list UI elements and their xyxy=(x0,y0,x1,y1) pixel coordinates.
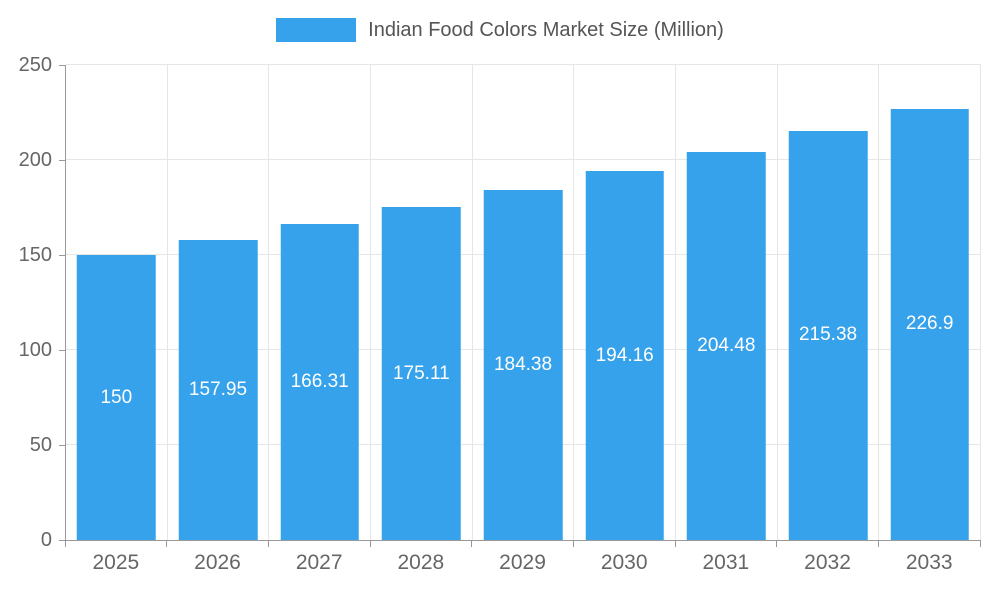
x-tick-mark xyxy=(267,541,269,547)
y-tick-label: 0 xyxy=(40,529,52,551)
y-tick-label: 100 xyxy=(18,339,52,361)
y-tick-label: 200 xyxy=(18,149,52,171)
bar-2025[interactable]: 150 xyxy=(77,255,156,540)
bar-value-label: 184.38 xyxy=(493,353,553,375)
category-cell: 150 xyxy=(66,65,168,540)
x-tick-label: 2030 xyxy=(600,551,648,574)
bar-value-label: 175.11 xyxy=(392,362,450,384)
x-tick-label: 2025 xyxy=(92,551,140,574)
bar-value-label: 204.48 xyxy=(697,334,756,356)
y-tick-label: 250 xyxy=(18,54,52,76)
bar-value-label: 150 xyxy=(100,386,133,408)
y-tick-label: 50 xyxy=(29,434,52,456)
bar-2033[interactable]: 226.9 xyxy=(890,108,969,540)
bar-2027[interactable]: 166.31 xyxy=(280,224,359,540)
horizontal-gridline xyxy=(66,64,981,65)
y-tick-mark xyxy=(59,64,65,66)
x-tick-label: 2028 xyxy=(397,551,445,574)
x-tick-label: 2031 xyxy=(702,551,750,574)
x-tick-mark xyxy=(979,541,981,547)
bar-2031[interactable]: 204.48 xyxy=(687,151,766,540)
x-tick-mark xyxy=(166,541,168,547)
category-cell: 226.9 xyxy=(879,65,982,540)
x-tick-label: 2033 xyxy=(905,551,953,574)
x-tick-mark xyxy=(674,541,676,547)
category-cell: 157.95 xyxy=(168,65,270,540)
x-tick-mark xyxy=(471,541,473,547)
bar-2032[interactable]: 215.38 xyxy=(788,130,868,540)
y-tick-mark xyxy=(59,539,65,541)
category-cell: 194.16 xyxy=(574,65,677,540)
x-tick-label: 2032 xyxy=(804,551,851,574)
x-axis: 2025 2026 2027 2028 2029 2030 2031 2032 2033 xyxy=(65,551,980,575)
x-tick-mark xyxy=(776,541,778,547)
horizontal-gridline xyxy=(66,159,981,160)
category-cell: 184.38 xyxy=(473,65,575,540)
y-tick-mark xyxy=(59,159,65,161)
legend-swatch xyxy=(276,18,357,42)
category-cell: 166.31 xyxy=(269,65,372,540)
y-tick-label: 150 xyxy=(18,244,52,266)
bar-value-label: 166.31 xyxy=(290,371,349,392)
x-tick-mark xyxy=(369,541,371,547)
category-cell: 204.48 xyxy=(676,65,778,540)
bar-value-label: 194.16 xyxy=(595,344,654,366)
x-tick-mark xyxy=(64,541,66,547)
x-tick-label: 2027 xyxy=(295,551,343,574)
plot-area: 150 157.95 166.31 175.11 184.38 194.16 204.48 2… xyxy=(65,64,982,541)
category-cell: 175.11 xyxy=(371,65,473,540)
bar-2026[interactable]: 157.95 xyxy=(178,239,258,540)
category-cell: 215.38 xyxy=(778,65,880,540)
x-tick-label: 2029 xyxy=(499,551,546,574)
bar-2028[interactable]: 175.11 xyxy=(382,207,461,540)
y-tick-mark xyxy=(59,254,65,256)
x-tick-mark xyxy=(877,541,879,547)
x-tick-label: 2026 xyxy=(194,551,241,574)
bar-value-label: 215.38 xyxy=(798,324,858,346)
bar-value-label: 226.9 xyxy=(905,313,954,335)
x-tick-mark xyxy=(572,541,574,547)
y-tick-mark xyxy=(59,349,65,351)
bar-value-label: 157.95 xyxy=(188,378,248,400)
bar-2029[interactable]: 184.38 xyxy=(483,189,563,540)
legend[interactable]: Indian Food Colors Market Size (Million) xyxy=(0,18,1000,42)
legend-label: Indian Food Colors Market Size (Million) xyxy=(368,18,724,41)
bar-2030[interactable]: 194.16 xyxy=(585,171,664,540)
y-tick-mark xyxy=(59,444,65,446)
